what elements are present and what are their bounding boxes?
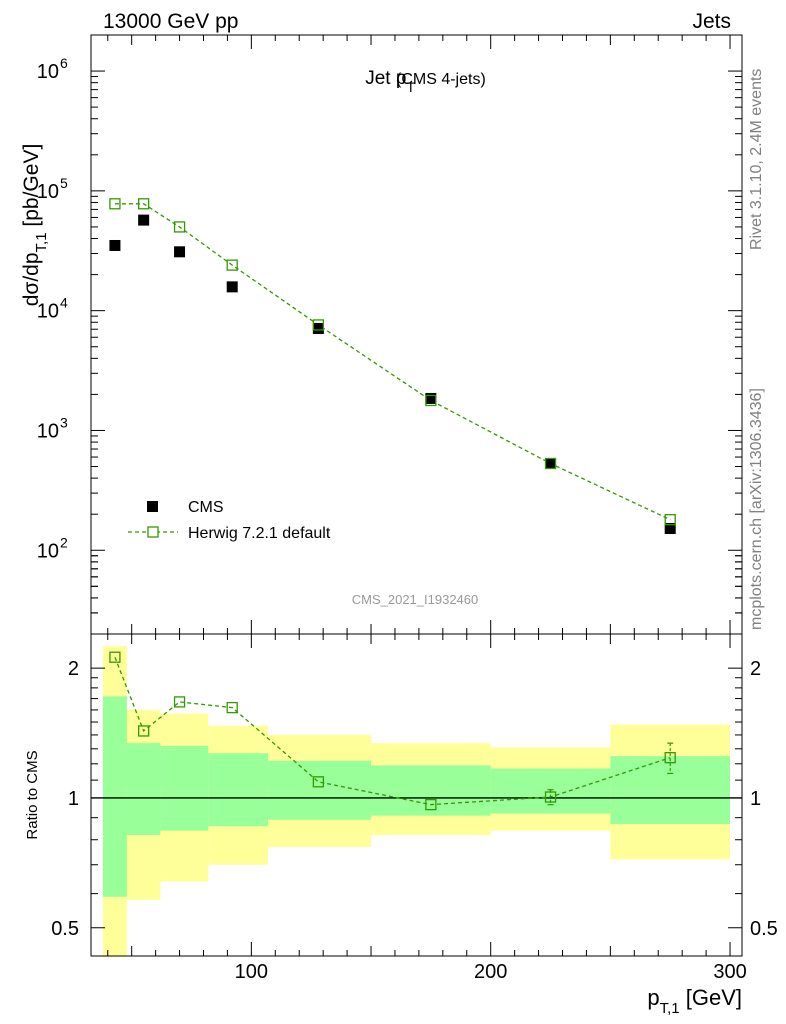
legend: CMS Herwig 7.2.1 default: [128, 499, 331, 542]
herwig-ratio-point: [138, 725, 150, 737]
main-plot-area: [109, 198, 676, 534]
ratio-ytick-label-right: 0.5: [750, 918, 778, 940]
herwig-point: [173, 221, 186, 233]
x-tick-label: 300: [713, 961, 746, 983]
herwig-line: [114, 203, 671, 521]
main-ytick-label-exponent: 4: [60, 295, 68, 311]
cms-point: [312, 322, 324, 334]
plot-title-extra: (CMS 4-jets): [396, 71, 486, 88]
stat-uncertainty-band: [268, 760, 372, 820]
ratio-ytick-label-left: 2: [68, 658, 79, 680]
x-axis-label: pT,1 [GeV]: [647, 985, 742, 1017]
header-right: Jets: [692, 10, 731, 33]
herwig-point: [544, 457, 557, 470]
herwig-point: [425, 394, 437, 407]
herwig-point: [109, 198, 121, 210]
legend-herwig-marker: [147, 526, 159, 538]
main-ytick-label: 10: [37, 61, 59, 83]
ratio-panel: 0.5 0.5 1 1 2 2 100 200 300 Ratio to CMS pT,1 [G…: [24, 633, 778, 1017]
herwig-ratio-point: [173, 696, 186, 708]
main-ytick-label: 10: [37, 301, 59, 323]
ratio-frame: [90, 633, 743, 957]
legend-cms-label: CMS: [188, 499, 224, 516]
herwig-point: [312, 319, 325, 331]
legend-herwig-label: Herwig 7.2.1 default: [188, 525, 331, 542]
mcplots-label: mcplots.cern.ch [arXiv:1306.3436]: [748, 388, 765, 630]
herwig-point: [138, 198, 150, 210]
cms-point: [174, 246, 186, 258]
ratio-ytick-label-left: 0.5: [51, 918, 79, 940]
main-ytick-label-exponent: 6: [60, 55, 68, 71]
main-ytick-label: 10: [37, 420, 59, 442]
stat-uncertainty-band: [610, 756, 731, 825]
rivet-version-label: Rivet 3.1.10, 2.4M events: [748, 69, 765, 250]
stat-uncertainty-band: [371, 765, 491, 816]
herwig-point: [226, 259, 238, 271]
cms-point: [226, 281, 238, 293]
main-y-axis-label: dσ/dpT,1 [pb/GeV]: [20, 144, 50, 307]
x-tick-label: 200: [474, 961, 507, 983]
herwig-ratio-point: [226, 701, 238, 714]
ratio-y-axis-label: Ratio to CMS: [24, 750, 41, 839]
herwig-ratio-point: [664, 752, 676, 764]
cms-point: [109, 239, 121, 251]
cms-point: [138, 214, 150, 226]
analysis-watermark: CMS_2021_I1932460: [352, 592, 479, 607]
ratio-axis-ticks: 0.5 0.5 1 1 2 2 100 200 300: [51, 634, 778, 983]
x-tick-label: 100: [235, 961, 268, 983]
main-ytick-label-exponent: 3: [60, 414, 68, 430]
cms-point: [545, 457, 557, 469]
svg-text:dσ/dpT,1 [pb/GeV]: dσ/dpT,1 [pb/GeV]: [20, 144, 50, 307]
header-left: 13000 GeV pp: [103, 10, 238, 33]
ratio-ytick-label-right: 2: [750, 658, 761, 680]
stat-uncertainty-band: [102, 696, 127, 897]
main-ytick-label-exponent: 2: [60, 534, 68, 550]
ratio-ytick-label-left: 1: [68, 788, 79, 810]
main-ytick-label: 10: [37, 181, 59, 203]
herwig-ratio-point: [109, 651, 121, 663]
cms-point: [664, 522, 676, 534]
main-ytick-label: 10: [37, 540, 59, 562]
herwig-ratio-point: [312, 776, 325, 788]
herwig-ratio-point: [544, 791, 557, 803]
legend-cms-marker: [147, 501, 158, 512]
herwig-point: [664, 514, 676, 526]
plot-title: Jet pT: [365, 68, 415, 95]
herwig-ratio-line: [114, 656, 671, 806]
ratio-plot-area: [91, 646, 742, 956]
main-frame: [90, 34, 743, 635]
stat-uncertainty-band: [208, 753, 269, 827]
cms-point: [425, 392, 437, 404]
herwig-ratio-point: [425, 798, 437, 811]
stat-uncertainty-band: [160, 745, 209, 831]
ratio-ytick-label-right: 1: [750, 788, 761, 810]
stat-uncertainty-band: [126, 743, 161, 836]
main-ytick-label-exponent: 5: [60, 175, 68, 191]
